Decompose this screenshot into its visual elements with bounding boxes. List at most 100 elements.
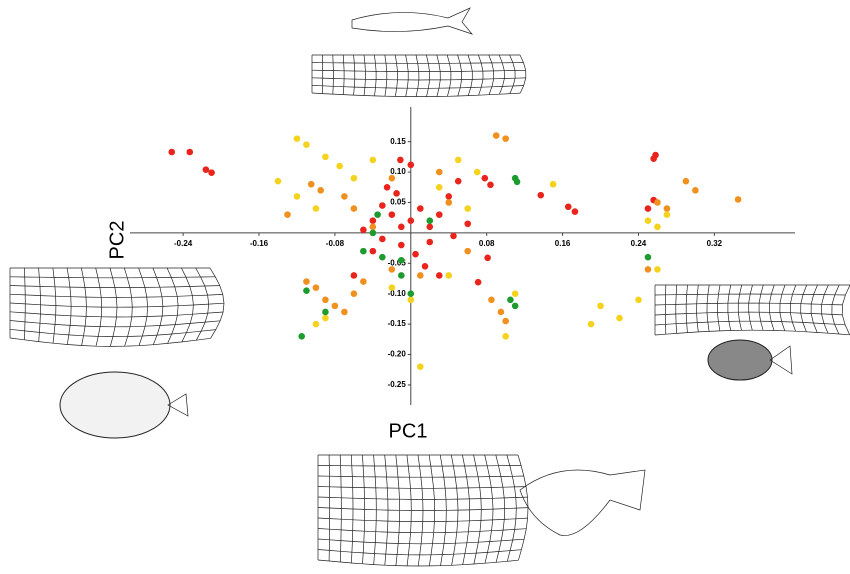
point xyxy=(370,217,377,224)
point xyxy=(426,239,433,246)
point xyxy=(645,254,652,261)
point xyxy=(588,321,595,328)
y-tick-label: -0.20 xyxy=(388,350,407,359)
point xyxy=(351,272,358,279)
deformation-grid xyxy=(832,285,839,334)
deformation-grid xyxy=(437,55,441,97)
x-tick-label: -0.24 xyxy=(174,239,193,248)
point xyxy=(445,272,452,279)
point xyxy=(450,233,457,240)
point xyxy=(351,290,358,297)
deformation-grid xyxy=(468,55,472,96)
deformation-grid xyxy=(697,285,699,332)
point xyxy=(597,303,604,310)
x-tick-label: 0.24 xyxy=(631,239,647,248)
point xyxy=(379,236,386,243)
fish-illustration xyxy=(168,394,188,416)
y-tick-label: -0.15 xyxy=(388,319,407,328)
x-tick-label: 0.32 xyxy=(707,239,723,248)
point xyxy=(493,132,500,139)
point xyxy=(475,279,482,286)
point xyxy=(379,254,386,261)
point xyxy=(645,266,652,273)
y-tick-label: 0.10 xyxy=(390,167,406,176)
point xyxy=(398,224,405,231)
point xyxy=(507,296,514,303)
point xyxy=(565,203,572,210)
x-tick-label: 0.16 xyxy=(555,239,571,248)
point xyxy=(412,251,419,258)
point xyxy=(374,211,381,218)
point xyxy=(284,211,291,218)
point xyxy=(303,278,310,285)
point xyxy=(474,169,481,176)
point xyxy=(436,184,443,191)
deformation-grid xyxy=(458,55,462,96)
point xyxy=(351,175,358,182)
point xyxy=(332,303,339,310)
x-tick-label: -0.08 xyxy=(326,239,345,248)
point xyxy=(488,296,495,303)
deformation-grid xyxy=(790,285,796,331)
deformation-grid xyxy=(738,285,741,330)
deformation-grid xyxy=(343,55,344,95)
point xyxy=(464,205,471,212)
point xyxy=(397,157,404,164)
deformation-grid xyxy=(655,330,850,335)
point xyxy=(512,290,519,297)
point xyxy=(303,141,310,148)
deformation-grid xyxy=(510,55,515,94)
point xyxy=(360,278,367,285)
point xyxy=(502,318,509,325)
point xyxy=(426,217,433,224)
point xyxy=(484,255,491,262)
point xyxy=(384,184,391,191)
point xyxy=(735,196,742,203)
point xyxy=(389,175,396,182)
fish-illustration xyxy=(60,372,170,438)
deformation-grid xyxy=(447,55,451,96)
deformation-grid xyxy=(759,285,763,330)
deformation-grid xyxy=(801,285,807,332)
point xyxy=(208,169,215,176)
deformation-grid xyxy=(780,285,785,331)
point xyxy=(650,155,657,162)
deformation-grid xyxy=(770,285,775,330)
deformation-grid xyxy=(676,285,677,333)
deformation-grid xyxy=(385,55,387,96)
point xyxy=(417,363,424,370)
fish-illustration xyxy=(708,340,772,380)
point xyxy=(407,290,414,297)
point xyxy=(464,220,471,227)
point xyxy=(664,205,671,212)
point xyxy=(398,272,405,279)
point xyxy=(514,179,521,186)
point xyxy=(341,309,348,316)
deformation-grid xyxy=(499,55,504,94)
deformation-grid xyxy=(406,55,409,97)
point xyxy=(407,296,414,303)
point xyxy=(481,175,488,182)
deformation-grid xyxy=(707,285,709,331)
point xyxy=(455,157,462,164)
deformation-grid xyxy=(728,285,731,331)
point xyxy=(654,199,661,206)
point xyxy=(303,287,310,294)
point xyxy=(502,333,509,340)
deformation-grid xyxy=(520,55,526,93)
x-axis-label: PC1 xyxy=(389,420,428,442)
deformation-grid xyxy=(686,285,687,333)
chart: PC1 PC2 -0.24-0.16-0.080.080.160.240.320… xyxy=(0,0,850,574)
point xyxy=(389,266,396,273)
x-tick-label: -0.16 xyxy=(250,239,269,248)
point xyxy=(322,309,329,316)
fish-illustration xyxy=(352,8,472,34)
point xyxy=(683,178,690,185)
point xyxy=(407,161,414,168)
x-tick-label: 0.08 xyxy=(479,239,495,248)
point xyxy=(455,178,462,185)
point xyxy=(308,181,315,188)
point xyxy=(572,208,579,215)
deformation-grid xyxy=(478,55,483,95)
point xyxy=(294,193,301,200)
